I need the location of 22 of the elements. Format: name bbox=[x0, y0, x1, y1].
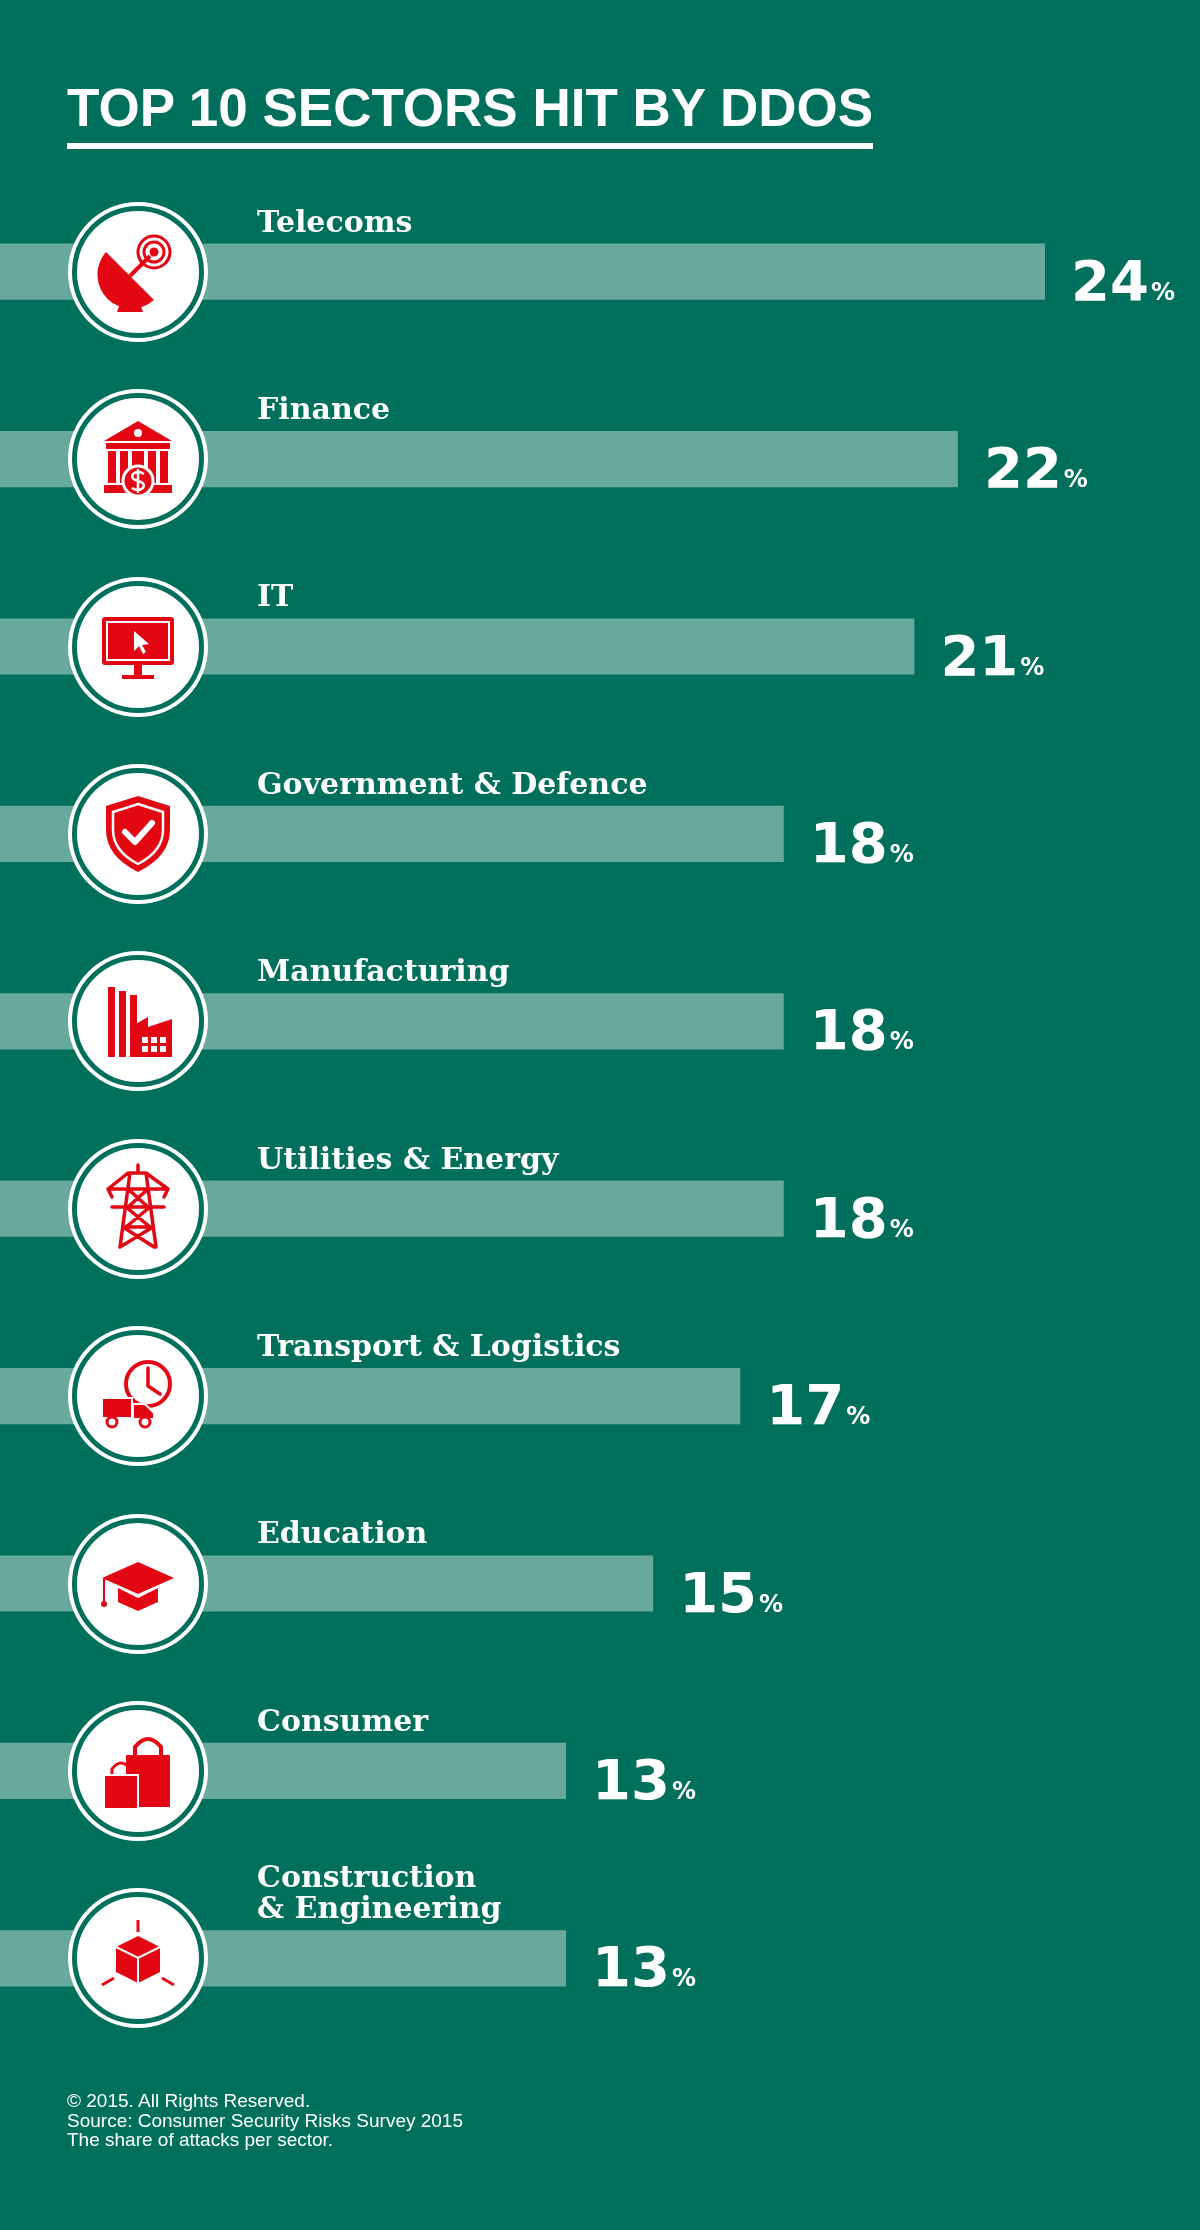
y-tick-label: Manufacturing bbox=[257, 953, 510, 989]
y-tick-label: Government & Defence bbox=[257, 765, 648, 801]
y-tick-label: Utilities & Energy bbox=[257, 1140, 560, 1176]
data-label: 18% bbox=[809, 810, 914, 876]
y-tick-label: Construction & Engineering bbox=[257, 1859, 502, 1926]
y-tick-label: Transport & Logistics bbox=[257, 1327, 621, 1363]
data-label: 15% bbox=[679, 1559, 784, 1625]
y-tick-label: Consumer bbox=[257, 1702, 430, 1738]
y-tick-label: Telecoms bbox=[257, 203, 413, 239]
chart-title: TOP 10 SECTORS HIT BY DDOS bbox=[67, 78, 874, 149]
y-tick-label: Finance bbox=[257, 390, 391, 426]
text: © 2015. All Rights Reserved. bbox=[67, 2090, 312, 2111]
data-label: 18% bbox=[809, 997, 914, 1063]
data-label: 18% bbox=[809, 1184, 914, 1250]
data-label: 24% bbox=[1071, 247, 1175, 313]
data-label: 13% bbox=[592, 1934, 697, 2000]
data-label: 21% bbox=[940, 622, 1045, 688]
data-label: 22% bbox=[983, 435, 1088, 501]
y-tick-label: IT bbox=[257, 578, 295, 614]
y-tick-label: Education bbox=[257, 1515, 428, 1551]
data-label: 17% bbox=[766, 1372, 871, 1438]
data-label: 13% bbox=[592, 1747, 697, 1813]
